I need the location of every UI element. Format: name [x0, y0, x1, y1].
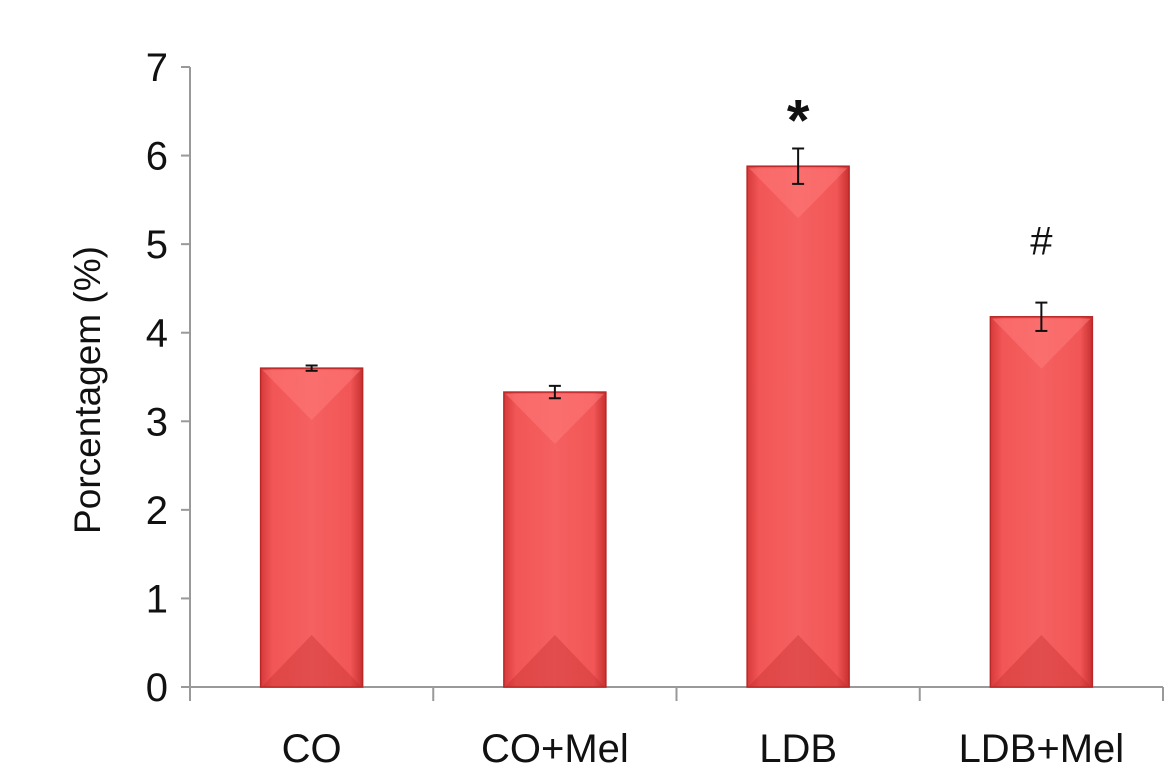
bar-rect: [989, 316, 1094, 688]
bar-ldb: [746, 165, 850, 688]
error-bar: [548, 384, 561, 400]
y-tick-label: 0: [146, 666, 168, 710]
bar-rect: [259, 367, 364, 688]
x-tick-label: LDB+Mel: [959, 727, 1125, 771]
y-tick-label: 7: [146, 46, 168, 90]
bar-rect: [746, 165, 850, 688]
bar-bottom-bevel: [505, 635, 604, 686]
error-bar: [792, 147, 805, 185]
annotations-group: *#: [787, 88, 1053, 263]
x-tick-label: LDB: [759, 727, 837, 771]
bar-bottom-bevel: [992, 635, 1091, 686]
y-tick-label: 5: [146, 223, 168, 267]
error-bar: [305, 364, 318, 372]
bar-co: [259, 367, 364, 688]
error-bar: [1035, 301, 1048, 332]
significance-asterisk: *: [787, 88, 810, 153]
y-tick-label: 6: [146, 135, 168, 179]
y-axis-title: Porcentagem (%): [67, 246, 108, 534]
y-tick-label: 3: [146, 400, 168, 444]
bar-top-bevel: [505, 394, 604, 445]
bar-ldb-mel: [989, 316, 1094, 688]
bar-top-bevel: [992, 318, 1091, 369]
bar-bottom-bevel: [749, 635, 848, 686]
bar-top-bevel: [262, 370, 361, 421]
bars-group: [259, 165, 1094, 688]
bar-co-mel: [503, 391, 607, 688]
x-axis-ticks: CO CO+Mel LDB LDB+Mel: [189, 687, 1164, 771]
x-tick-label: CO: [282, 727, 342, 771]
x-tick-label: CO+Mel: [481, 727, 629, 771]
y-tick-label: 2: [146, 489, 168, 533]
bar-bottom-bevel: [262, 635, 361, 686]
significance-hash: #: [1030, 220, 1053, 264]
y-tick-label: 1: [146, 577, 168, 621]
y-axis-ticks: 0 1 2 3 4 5 6 7: [146, 46, 190, 710]
y-tick-label: 4: [146, 312, 168, 356]
error-bars-group: [305, 147, 1048, 400]
bar-top-bevel: [749, 168, 848, 219]
